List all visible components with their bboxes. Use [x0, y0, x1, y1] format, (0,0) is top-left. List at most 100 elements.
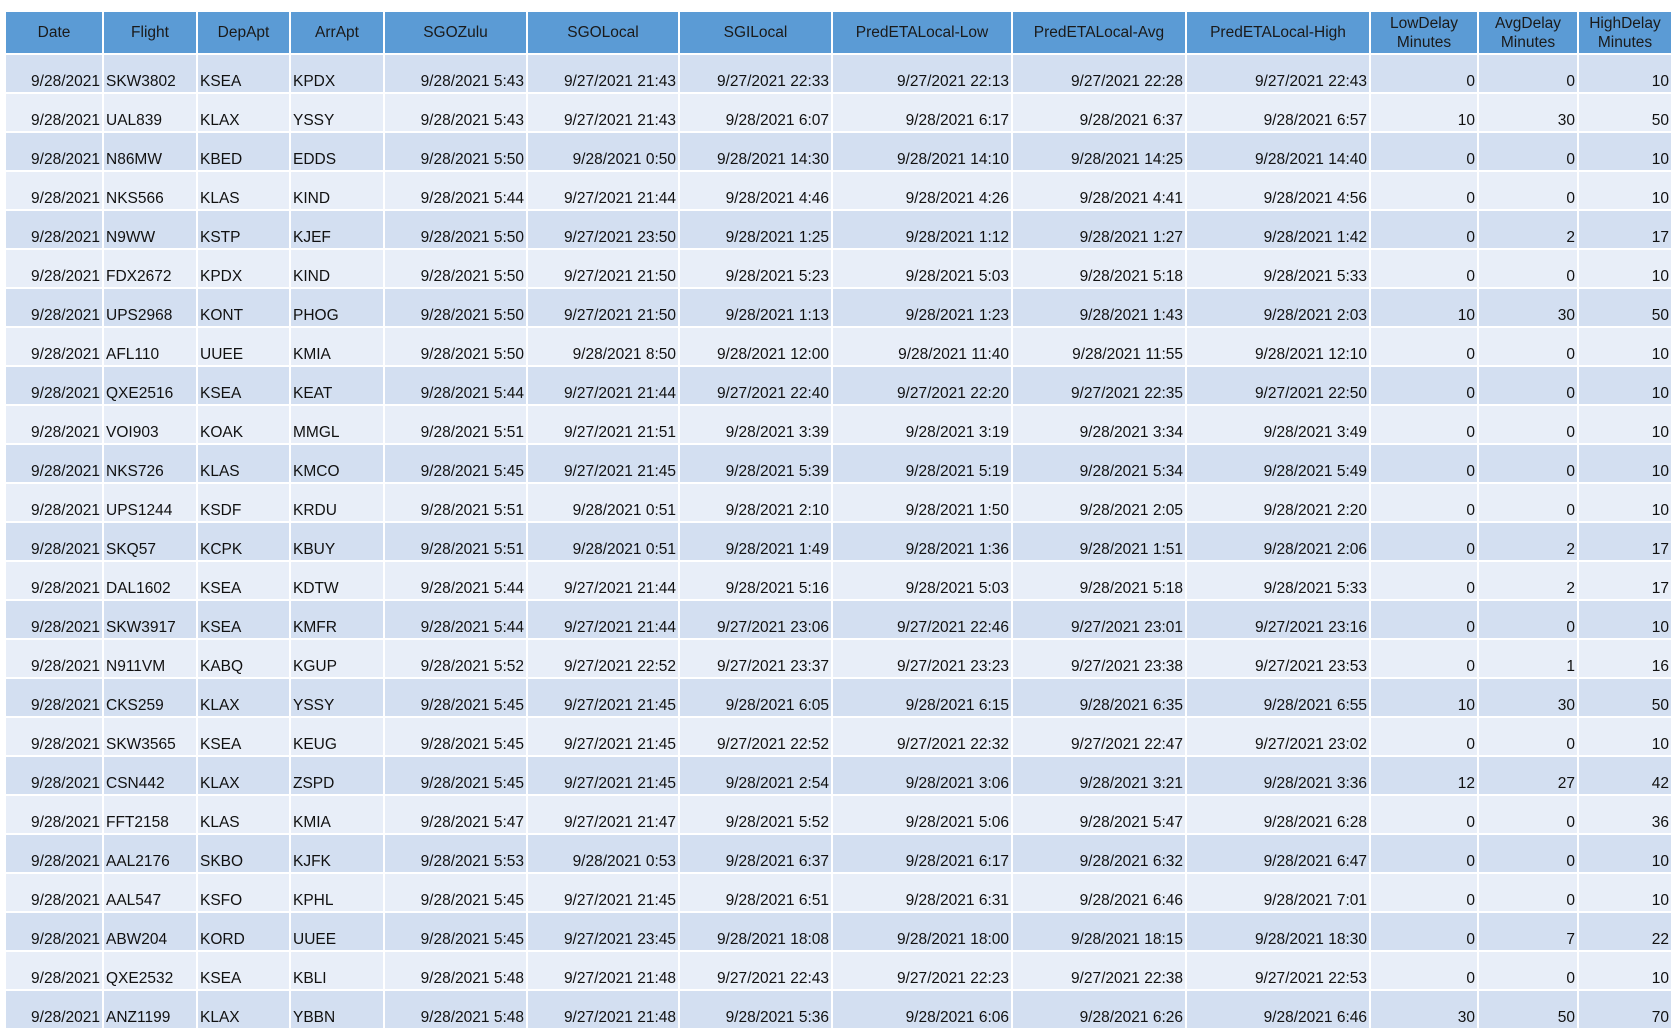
table-cell: 9/28/2021 6:17	[831, 833, 1013, 874]
table-cell: 9/28/2021 6:17	[831, 92, 1013, 133]
table-row: 9/28/2021 ABW204 KORD UUEE 9/28/2021 5:45 9/2…	[4, 911, 1673, 952]
table-cell: 0	[1369, 911, 1479, 952]
table-cell: 9/28/2021 5:44	[383, 560, 528, 601]
table-cell: KLAX	[196, 92, 291, 133]
table-cell: 9/27/2021 21:43	[526, 53, 680, 94]
table-cell: 0	[1369, 716, 1479, 757]
table-cell: 9/28/2021 6:46	[1185, 989, 1371, 1030]
table-cell: EDDS	[289, 131, 385, 172]
table-cell: 0	[1369, 404, 1479, 445]
table-cell: 9/27/2021 22:38	[1011, 950, 1187, 991]
table-cell: 9/27/2021 21:45	[526, 755, 680, 796]
table-cell: 9/28/2021 4:41	[1011, 170, 1187, 211]
table-cell: 9/28/2021 1:51	[1011, 521, 1187, 562]
table-cell: KORD	[196, 911, 291, 952]
table-cell: 0	[1369, 53, 1479, 94]
table-cell: 50	[1577, 287, 1673, 328]
table-cell: KLAS	[196, 170, 291, 211]
table-cell: 9/28/2021 3:34	[1011, 404, 1187, 445]
table-cell: 9/28/2021 3:21	[1011, 755, 1187, 796]
table-cell: QXE2516	[102, 365, 198, 406]
table-cell: 9/28/2021 18:15	[1011, 911, 1187, 952]
table-cell: ANZ1199	[102, 989, 198, 1030]
table-cell: SKW3565	[102, 716, 198, 757]
table-cell: 0	[1477, 326, 1579, 367]
table-row: 9/28/2021 N86MW KBED EDDS 9/28/2021 5:50 9/28…	[4, 131, 1673, 172]
table-cell: SKW3802	[102, 53, 198, 94]
table-cell: 7	[1477, 911, 1579, 952]
column-header: SGOLocal	[526, 10, 680, 55]
table-cell: 9/28/2021	[4, 404, 104, 445]
table-cell: 9/28/2021 1:23	[831, 287, 1013, 328]
table-cell: 9/28/2021 5:51	[383, 482, 528, 523]
table-cell: YSSY	[289, 92, 385, 133]
table-cell: N911VM	[102, 638, 198, 679]
table-cell: ZSPD	[289, 755, 385, 796]
table-cell: YSSY	[289, 677, 385, 718]
table-cell: 9/28/2021 5:50	[383, 248, 528, 289]
table-row: 9/28/2021 QXE2532 KSEA KBLI 9/28/2021 5:48 9/…	[4, 950, 1673, 991]
table-cell: 9/27/2021 21:44	[526, 560, 680, 601]
table-cell: 22	[1577, 911, 1673, 952]
table-cell: 9/27/2021 23:37	[678, 638, 833, 679]
table-cell: 9/28/2021 5:52	[383, 638, 528, 679]
table-cell: 0	[1477, 248, 1579, 289]
table-cell: 0	[1477, 443, 1579, 484]
table-cell: 0	[1477, 833, 1579, 874]
table-cell: 10	[1577, 872, 1673, 913]
table-cell: KSEA	[196, 716, 291, 757]
table-cell: KPHL	[289, 872, 385, 913]
table-cell: 9/28/2021 5:18	[1011, 560, 1187, 601]
column-header: SGILocal	[678, 10, 833, 55]
table-cell: UAL839	[102, 92, 198, 133]
table-cell: 9/28/2021 1:12	[831, 209, 1013, 250]
table-cell: 9/28/2021	[4, 53, 104, 94]
table-cell: 10	[1577, 482, 1673, 523]
table-cell: 9/28/2021 3:06	[831, 755, 1013, 796]
table-cell: 9/28/2021 2:06	[1185, 521, 1371, 562]
table-cell: KIND	[289, 170, 385, 211]
table-cell: 9/27/2021 22:43	[1185, 53, 1371, 94]
table-cell: 9/28/2021 0:51	[526, 521, 680, 562]
table-cell: 9/28/2021 5:51	[383, 521, 528, 562]
table-cell: KSFO	[196, 872, 291, 913]
table-cell: 0	[1477, 482, 1579, 523]
table-cell: 9/28/2021 0:50	[526, 131, 680, 172]
table-cell: 0	[1369, 326, 1479, 367]
table-cell: 0	[1369, 482, 1479, 523]
table-cell: 9/28/2021 5:47	[383, 794, 528, 835]
table-row: 9/28/2021 AAL2176 SKBO KJFK 9/28/2021 5:53 9/…	[4, 833, 1673, 874]
table-cell: 9/27/2021 23:16	[1185, 599, 1371, 640]
table-cell: UUEE	[196, 326, 291, 367]
column-header: AvgDelay Minutes	[1477, 10, 1579, 55]
table-cell: 10	[1369, 92, 1479, 133]
table-cell: 9/27/2021 23:02	[1185, 716, 1371, 757]
table-cell: QXE2532	[102, 950, 198, 991]
table-cell: 16	[1577, 638, 1673, 679]
table-cell: 9/28/2021 6:32	[1011, 833, 1187, 874]
table-cell: 9/28/2021 5:50	[383, 326, 528, 367]
table-cell: 9/27/2021 21:45	[526, 716, 680, 757]
table-cell: 9/27/2021 23:53	[1185, 638, 1371, 679]
table-cell: 9/28/2021 6:28	[1185, 794, 1371, 835]
table-cell: 10	[1369, 677, 1479, 718]
table-row: 9/28/2021 VOI903 KOAK MMGL 9/28/2021 5:51 9/2…	[4, 404, 1673, 445]
table-cell: UUEE	[289, 911, 385, 952]
table-cell: KLAX	[196, 755, 291, 796]
table-cell: 9/27/2021 22:23	[831, 950, 1013, 991]
table-row: 9/28/2021 DAL1602 KSEA KDTW 9/28/2021 5:44 9/…	[4, 560, 1673, 601]
table-cell: 9/27/2021 22:28	[1011, 53, 1187, 94]
table-cell: 9/28/2021 6:46	[1011, 872, 1187, 913]
table-row: 9/28/2021 FDX2672 KPDX KIND 9/28/2021 5:50 9/…	[4, 248, 1673, 289]
table-cell: 9/28/2021 5:33	[1185, 560, 1371, 601]
table-cell: 9/28/2021 5:50	[383, 131, 528, 172]
table-cell: 9/28/2021 1:25	[678, 209, 833, 250]
table-cell: 9/28/2021 12:00	[678, 326, 833, 367]
table-cell: KSEA	[196, 53, 291, 94]
table-cell: N86MW	[102, 131, 198, 172]
table-cell: 9/28/2021 6:37	[1011, 92, 1187, 133]
table-cell: 9/28/2021	[4, 755, 104, 796]
table-row: 9/28/2021 NKS726 KLAS KMCO 9/28/2021 5:45 9/2…	[4, 443, 1673, 484]
table-cell: 0	[1369, 872, 1479, 913]
flight-table: Date Flight DepApt ArrApt SGOZulu SGOLocal SGI…	[4, 10, 1673, 1030]
